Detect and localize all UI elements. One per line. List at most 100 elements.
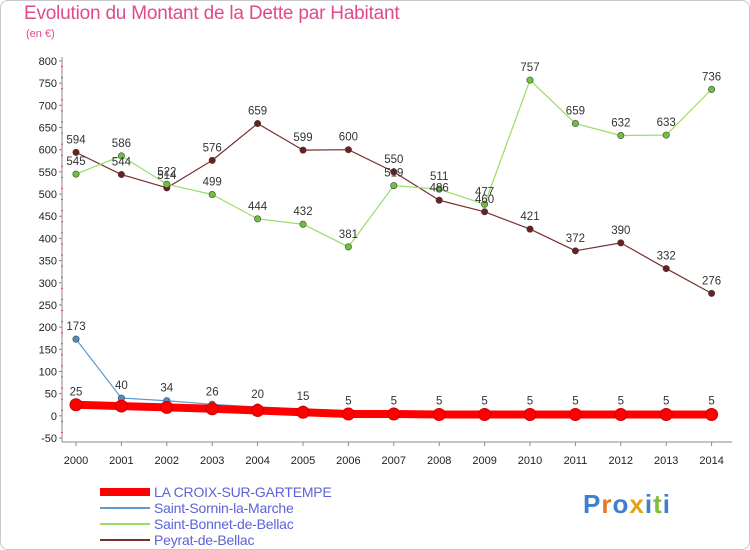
x-tick-label: 2003 (200, 455, 224, 467)
data-label-saint-sornin-la-marche: 173 (66, 321, 85, 333)
data-label-saint-sornin-la-marche: 5 (481, 396, 487, 408)
data-point-saint-sornin-la-marche (72, 335, 80, 343)
y-tick-label: 700 (39, 100, 57, 112)
y-tick-label: 300 (39, 278, 57, 290)
data-label-peyrat-de-bellac: 372 (566, 233, 585, 245)
data-label-saint-sornin-la-marche: 5 (663, 396, 669, 408)
data-point-saint-bonnet-de-bellac (344, 243, 352, 251)
data-label-saint-sornin-la-marche: 5 (618, 396, 624, 408)
data-label-saint-sornin-la-marche: 5 (708, 396, 714, 408)
data-label-peyrat-de-bellac: 486 (430, 182, 449, 194)
x-tick-label: 2010 (518, 455, 542, 467)
data-point-peyrat-de-bellac (254, 120, 262, 128)
data-label-peyrat-de-bellac: 550 (384, 154, 403, 166)
data-label-la-croix-sur-gartempe: 25 (70, 387, 83, 399)
legend-swatch (100, 488, 150, 496)
legend-label: LA CROIX-SUR-GARTEMPE (154, 484, 332, 500)
data-label-saint-sornin-la-marche: 20 (251, 389, 264, 401)
data-point-peyrat-de-bellac (662, 265, 670, 273)
data-label-saint-sornin-la-marche: 26 (206, 386, 219, 398)
data-point-peyrat-de-bellac (72, 148, 80, 156)
logo-letter: o (612, 489, 630, 519)
data-point-saint-bonnet-de-bellac (254, 215, 262, 223)
data-label-saint-sornin-la-marche: 5 (345, 396, 351, 408)
data-label-saint-sornin-la-marche: 5 (436, 396, 442, 408)
data-point-peyrat-de-bellac (390, 168, 398, 176)
legend-label: Peyrat-de-Bellac (154, 532, 255, 548)
data-point-la-croix-sur-gartempe (568, 407, 582, 421)
data-label-saint-sornin-la-marche: 40 (115, 380, 128, 392)
data-point-la-croix-sur-gartempe (296, 405, 310, 419)
data-point-peyrat-de-bellac (481, 208, 489, 216)
series-line-peyrat-de-bellac (75, 122, 713, 295)
data-point-saint-bonnet-de-bellac (72, 170, 80, 178)
data-point-la-croix-sur-gartempe (523, 407, 537, 421)
data-label-saint-bonnet-de-bellac: 477 (475, 186, 494, 198)
data-label-saint-sornin-la-marche: 15 (297, 391, 310, 403)
logo-letter: r (601, 489, 613, 519)
legend-label: Saint-Sornin-la-Marche (154, 500, 294, 516)
data-point-peyrat-de-bellac (708, 289, 716, 297)
data-label-peyrat-de-bellac: 600 (339, 132, 358, 144)
data-point-saint-bonnet-de-bellac (390, 182, 398, 190)
data-label-saint-bonnet-de-bellac: 545 (66, 156, 85, 168)
y-tick-label: 750 (39, 78, 57, 90)
x-tick-label: 2002 (155, 455, 179, 467)
x-tick-label: 2013 (654, 455, 678, 467)
data-point-saint-bonnet-de-bellac (481, 200, 489, 208)
chart-series-lines (69, 76, 719, 421)
logo-letter: P (583, 489, 602, 519)
data-label-peyrat-de-bellac: 599 (293, 132, 312, 144)
data-point-peyrat-de-bellac (117, 171, 125, 179)
y-tick-label: 650 (39, 123, 57, 135)
x-tick-label: 2007 (382, 455, 406, 467)
data-point-la-croix-sur-gartempe (659, 407, 673, 421)
logo-letter: x (629, 489, 645, 519)
data-label-saint-bonnet-de-bellac: 586 (112, 138, 131, 150)
data-point-saint-bonnet-de-bellac (662, 131, 670, 139)
y-tick-label: -50 (41, 433, 57, 445)
data-label-saint-bonnet-de-bellac: 522 (157, 166, 176, 178)
data-point-peyrat-de-bellac (435, 196, 443, 204)
data-label-saint-sornin-la-marche: 5 (391, 396, 397, 408)
data-label-saint-sornin-la-marche: 5 (527, 396, 533, 408)
y-tick-label: 50 (45, 389, 57, 401)
proxiti-logo: Proxiti (583, 489, 671, 520)
chart-title: Evolution du Montant de la Dette par Hab… (24, 3, 400, 24)
data-point-saint-bonnet-de-bellac (571, 120, 579, 128)
x-tick-label: 2005 (291, 455, 315, 467)
x-tick-label: 2011 (564, 455, 588, 467)
legend-label: Saint-Bonnet-de-Bellac (154, 516, 294, 532)
data-point-saint-bonnet-de-bellac (117, 152, 125, 160)
chart-unit-label: (en €) (26, 28, 55, 40)
x-tick-label: 2001 (109, 455, 133, 467)
data-label-peyrat-de-bellac: 594 (66, 134, 86, 146)
y-tick-label: 250 (39, 300, 57, 312)
data-label-peyrat-de-bellac: 332 (657, 251, 676, 263)
x-tick-label: 2014 (699, 455, 723, 467)
y-tick-label: 500 (39, 189, 57, 201)
chart-axes: -50 0 50 100 150 200 250 300 350 400 450 500 550 600 6… (39, 56, 732, 467)
chart-data-labels: 25 173 40 34 26 20 15 5 5 5 5 5 5 5 5 5 545 586 522 499 444 4… (66, 62, 721, 408)
data-label-peyrat-de-bellac: 576 (203, 142, 222, 154)
x-tick-label: 2000 (64, 455, 88, 467)
data-label-saint-bonnet-de-bellac: 499 (203, 177, 222, 189)
y-tick-label: 150 (39, 344, 57, 356)
logo-letter: t (653, 489, 663, 519)
data-point-la-croix-sur-gartempe (478, 407, 492, 421)
data-point-la-croix-sur-gartempe (432, 407, 446, 421)
data-point-peyrat-de-bellac (344, 146, 352, 154)
y-tick-label: 550 (39, 167, 57, 179)
x-tick-label: 2008 (427, 455, 451, 467)
y-tick-label: 600 (39, 145, 57, 157)
data-label-peyrat-de-bellac: 544 (112, 157, 132, 169)
data-label-saint-bonnet-de-bellac: 632 (611, 118, 630, 130)
data-point-la-croix-sur-gartempe (341, 407, 355, 421)
data-label-saint-bonnet-de-bellac: 633 (657, 117, 676, 129)
data-label-peyrat-de-bellac: 659 (248, 106, 267, 118)
data-point-saint-bonnet-de-bellac (163, 180, 171, 188)
x-tick-label: 2009 (472, 455, 496, 467)
data-point-la-croix-sur-gartempe (205, 402, 219, 416)
y-tick-label: 800 (39, 56, 57, 68)
